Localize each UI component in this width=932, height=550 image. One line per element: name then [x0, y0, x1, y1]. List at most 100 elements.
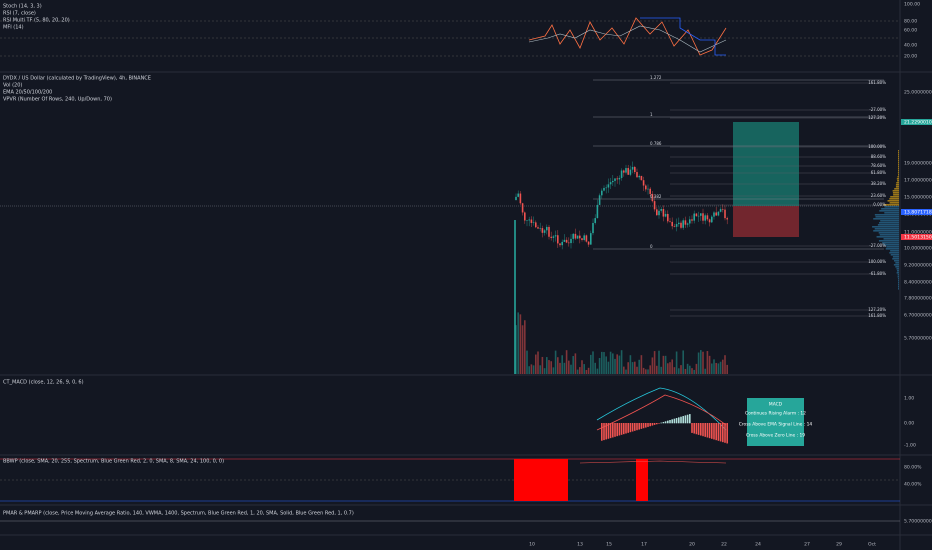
candle	[603, 187, 605, 191]
macd-hist	[693, 423, 695, 434]
axis-label: 5.70000000	[904, 336, 932, 342]
volume-bar	[631, 362, 634, 374]
volume-bar	[713, 359, 715, 374]
macd-hist	[640, 423, 643, 429]
volume-bar	[596, 368, 599, 374]
vpvr-bar	[887, 200, 899, 202]
legend-label: MFI (14)	[3, 25, 24, 31]
candle	[554, 235, 557, 237]
volume-bar	[603, 352, 605, 374]
vpvr-bar	[883, 244, 899, 246]
candle	[546, 226, 548, 231]
candle	[653, 201, 656, 210]
vpvr-bar	[897, 172, 899, 174]
macd-hist	[623, 423, 625, 435]
volume-bar	[530, 364, 533, 374]
volume-bar	[557, 357, 559, 374]
axis-label: 100.00	[904, 2, 920, 8]
fib-label: 1.272	[650, 75, 662, 80]
volume-bar	[592, 351, 594, 374]
volume-bar	[636, 366, 638, 374]
legend-label: Stoch (14, 3, 3)	[3, 4, 42, 10]
vpvr-bar	[889, 252, 899, 254]
vpvr-bar	[875, 216, 899, 218]
price-tag	[901, 209, 932, 215]
volume-bar	[708, 355, 711, 374]
axis-label: 19.00000000	[904, 161, 932, 167]
macd-hist	[689, 414, 691, 424]
volume-bar	[656, 365, 658, 374]
axis-label: 60.00	[904, 28, 917, 34]
macd-hist	[695, 423, 698, 435]
candle	[561, 241, 563, 246]
vpvr-bar	[895, 262, 899, 264]
volume-bar	[662, 355, 665, 374]
macd-hist	[642, 423, 645, 429]
legend-label: PMAR & PMARP (close, Price Moving Averag…	[3, 511, 354, 517]
vpvr-bar	[898, 168, 899, 170]
legend-label: BBWP (close, SMA, 20, 255, Spectrum, Blu…	[3, 459, 224, 465]
vpvr-bar	[898, 160, 899, 162]
volume-bar	[675, 351, 678, 374]
volume-bar	[649, 365, 651, 374]
candle	[717, 211, 720, 216]
candle	[559, 243, 561, 246]
fib-label: 61.80%	[871, 170, 886, 175]
vpvr-bar	[896, 270, 899, 272]
candle	[662, 209, 665, 217]
candle	[572, 233, 574, 239]
volume-bar	[693, 369, 695, 374]
macd-hist	[664, 421, 667, 424]
time-label: 27	[804, 542, 810, 548]
macd-hist	[667, 420, 669, 424]
volume-bar	[614, 358, 616, 374]
volume-bar	[539, 365, 541, 374]
volume-bar	[535, 354, 537, 374]
macd-hist	[671, 419, 673, 424]
vpvr-bar	[879, 222, 899, 224]
fib-label: 127.20%	[868, 115, 886, 120]
volume-bar	[664, 355, 667, 374]
candle	[711, 216, 713, 223]
axis-label: 8.40000000	[904, 280, 932, 286]
time-label: 15	[606, 542, 612, 548]
vpvr-bar	[892, 190, 899, 192]
legend-label: EMA 20/50/100/200	[3, 90, 52, 96]
vpvr-bar	[898, 152, 899, 154]
macd-hist	[638, 423, 640, 430]
candle	[636, 172, 638, 178]
volume-bar	[660, 366, 662, 374]
volume-bar	[629, 355, 632, 374]
volume-bar	[519, 314, 522, 374]
candles	[514, 150, 899, 444]
macd-hist	[691, 423, 693, 433]
macd-hist	[647, 423, 649, 427]
fib-label: -27.00%	[869, 107, 886, 112]
macd-hist	[684, 415, 687, 424]
vpvr-bar	[890, 250, 899, 252]
macd-hist	[629, 423, 632, 433]
macd-hist	[603, 423, 605, 441]
macd-hist	[722, 423, 724, 443]
vpvr-bar	[878, 240, 899, 242]
macd-hist	[658, 423, 660, 424]
candle	[601, 190, 603, 196]
volume-bar	[554, 350, 557, 374]
volume-bar	[546, 357, 548, 374]
axis-label: 80.00%	[904, 465, 922, 471]
vpvr-bar	[874, 214, 899, 216]
macd-hist	[726, 423, 728, 444]
volume-bar	[695, 363, 698, 374]
fib-label: 0.786	[650, 141, 662, 146]
candle	[642, 180, 645, 186]
candle	[715, 212, 717, 216]
vpvr-bar	[883, 204, 899, 206]
candle	[563, 239, 566, 242]
candle	[638, 175, 640, 178]
legend-label: Vol (20)	[3, 83, 22, 89]
time-label: 13	[577, 542, 583, 548]
macd-hist	[620, 423, 623, 435]
fib-label: 0	[650, 244, 653, 249]
vpvr-bar	[894, 188, 899, 190]
